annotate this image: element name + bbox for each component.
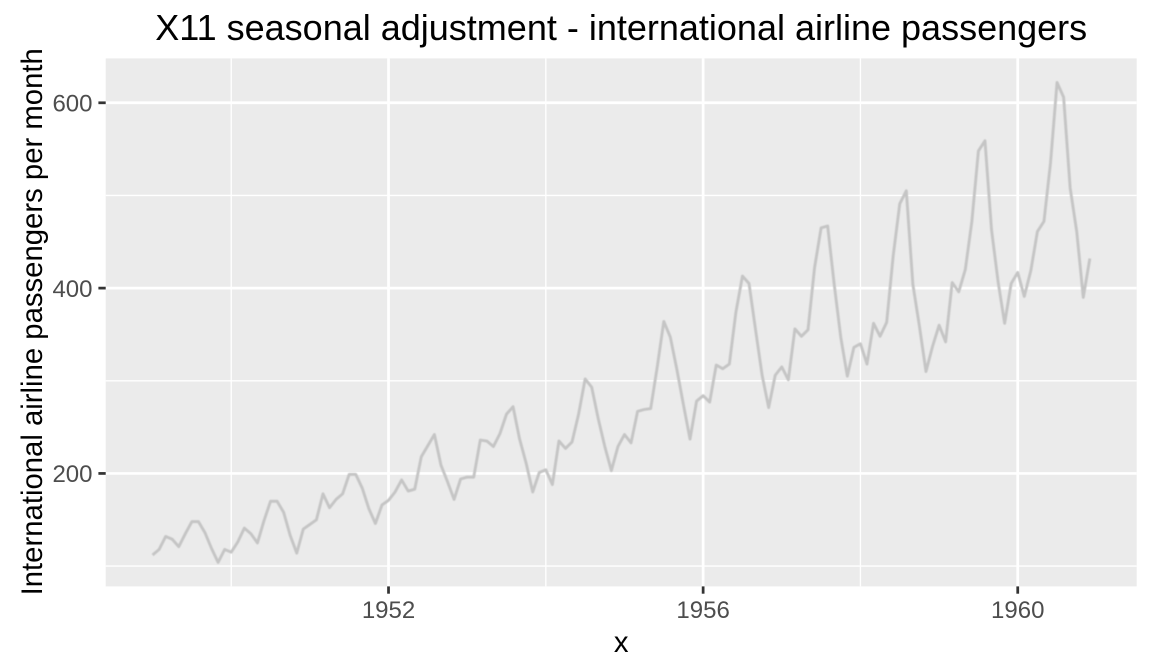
svg-text:600: 600 [52, 91, 92, 118]
svg-text:1952: 1952 [362, 597, 415, 624]
svg-text:400: 400 [52, 276, 92, 303]
svg-text:International airline passenge: International airline passengers per mon… [16, 48, 49, 595]
svg-text:1956: 1956 [676, 597, 729, 624]
svg-text:200: 200 [52, 461, 92, 488]
svg-text:X11 seasonal adjustment - inte: X11 seasonal adjustment - international … [155, 7, 1087, 48]
svg-text:x: x [614, 626, 629, 659]
svg-text:1960: 1960 [991, 597, 1044, 624]
